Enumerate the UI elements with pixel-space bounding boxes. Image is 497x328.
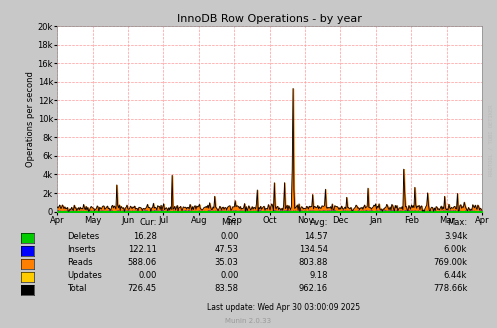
Text: 588.06: 588.06 (127, 258, 157, 267)
Text: 122.11: 122.11 (128, 245, 157, 254)
Title: InnoDB Row Operations - by year: InnoDB Row Operations - by year (177, 14, 362, 24)
Text: 35.03: 35.03 (215, 258, 239, 267)
Text: 803.88: 803.88 (299, 258, 328, 267)
Text: RRDTOOL / TOBI OETIKER: RRDTOOL / TOBI OETIKER (489, 105, 494, 176)
Text: Avg:: Avg: (310, 218, 328, 227)
Text: 778.66k: 778.66k (433, 284, 467, 293)
Text: Total: Total (67, 284, 86, 293)
Text: Cur:: Cur: (139, 218, 157, 227)
Text: Inserts: Inserts (67, 245, 96, 254)
Text: 14.57: 14.57 (304, 232, 328, 241)
Text: 0.00: 0.00 (220, 232, 239, 241)
Text: 47.53: 47.53 (215, 245, 239, 254)
Text: Deletes: Deletes (67, 232, 99, 241)
Text: 3.94k: 3.94k (444, 232, 467, 241)
Text: 6.44k: 6.44k (444, 271, 467, 280)
Text: 6.00k: 6.00k (444, 245, 467, 254)
Text: 0.00: 0.00 (138, 271, 157, 280)
Text: 134.54: 134.54 (299, 245, 328, 254)
Text: 0.00: 0.00 (220, 271, 239, 280)
Y-axis label: Operations per second: Operations per second (26, 71, 35, 167)
Text: 16.28: 16.28 (133, 232, 157, 241)
Text: 769.00k: 769.00k (433, 258, 467, 267)
Text: Last update: Wed Apr 30 03:00:09 2025: Last update: Wed Apr 30 03:00:09 2025 (207, 303, 360, 312)
Text: Max:: Max: (447, 218, 467, 227)
Text: 9.18: 9.18 (310, 271, 328, 280)
Text: 83.58: 83.58 (215, 284, 239, 293)
Text: Min:: Min: (221, 218, 239, 227)
Text: Reads: Reads (67, 258, 93, 267)
Text: 726.45: 726.45 (127, 284, 157, 293)
Text: 962.16: 962.16 (299, 284, 328, 293)
Text: Updates: Updates (67, 271, 102, 280)
Text: Munin 2.0.33: Munin 2.0.33 (226, 318, 271, 324)
